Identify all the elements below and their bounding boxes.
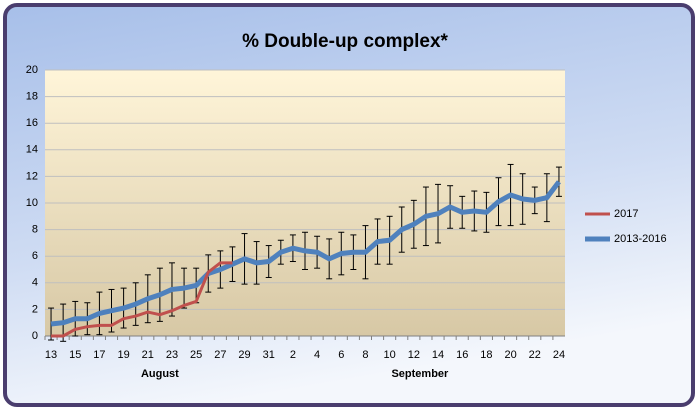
x-tick-label: 27 [214, 349, 226, 361]
x-tick-label: 21 [142, 349, 154, 361]
x-tick-label: 4 [314, 349, 320, 361]
x-tick-label: 14 [432, 349, 444, 361]
y-tick-label: 10 [26, 197, 38, 209]
x-tick-label: 2 [290, 349, 296, 361]
x-tick-label: 24 [553, 349, 565, 361]
x-tick-label: 19 [117, 349, 129, 361]
y-tick-label: 0 [32, 330, 38, 342]
x-tick-label: 12 [408, 349, 420, 361]
y-tick-label: 20 [26, 64, 38, 76]
legend-label: 2013-2016 [614, 233, 667, 245]
series-line [51, 261, 233, 338]
x-tick-label: 20 [504, 349, 516, 361]
y-tick-label: 4 [32, 277, 38, 289]
y-tick-label: 8 [32, 224, 38, 236]
x-group-label: September [391, 368, 449, 380]
x-tick-label: 23 [166, 349, 178, 361]
x-tick-label: 31 [263, 349, 275, 361]
x-tick-label: 29 [238, 349, 250, 361]
series-line [50, 180, 561, 327]
x-tick-label: 10 [384, 349, 396, 361]
x-tick-label: 22 [529, 349, 541, 361]
x-tick-label: 13 [45, 349, 57, 361]
x-tick-label: 15 [69, 349, 81, 361]
y-tick-label: 16 [26, 117, 38, 129]
x-tick-label: 6 [338, 349, 344, 361]
x-group-label: August [141, 368, 179, 380]
y-tick-label: 6 [32, 250, 38, 262]
y-tick-label: 14 [26, 144, 38, 156]
x-tick-label: 17 [93, 349, 105, 361]
y-tick-label: 2 [32, 303, 38, 315]
x-tick-label: 18 [480, 349, 492, 361]
legend-label: 2017 [614, 208, 638, 220]
x-tick-label: 16 [456, 349, 468, 361]
x-tick-label: 8 [362, 349, 368, 361]
chart-title: % Double-up complex* [242, 31, 448, 52]
y-tick-label: 12 [26, 170, 38, 182]
y-tick-label: 18 [26, 91, 38, 103]
x-tick-label: 25 [190, 349, 202, 361]
